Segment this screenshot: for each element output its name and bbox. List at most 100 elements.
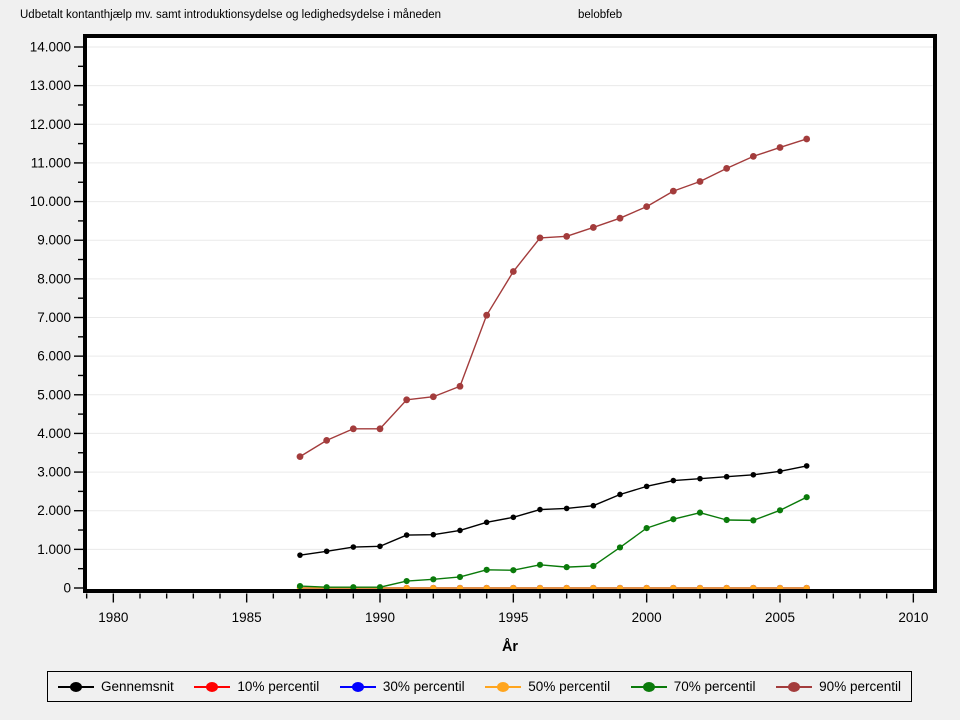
data-point-gennemsnit-1998 <box>590 502 597 509</box>
legend-label: 10% percentil <box>237 679 320 694</box>
legend-item-30-percentil: 30% percentil <box>339 679 465 694</box>
data-point-gennemsnit-2005 <box>777 468 783 475</box>
data-point-90-percentil-1994 <box>483 311 491 319</box>
data-point-70-percentil-1997 <box>563 564 570 571</box>
legend-label: Gennemsnit <box>101 679 174 694</box>
y-tick-label: 7.000 <box>37 310 71 325</box>
chart-subtitle: belobfeb <box>578 9 623 21</box>
data-point-70-percentil-1987 <box>296 582 304 590</box>
legend-item-70-percentil: 70% percentil <box>630 679 756 694</box>
data-point-gennemsnit-1994 <box>483 519 490 526</box>
data-point-90-percentil-1988 <box>323 436 331 444</box>
data-point-gennemsnit-1988 <box>323 548 330 555</box>
plot-frame <box>83 34 937 593</box>
data-point-90-percentil-1990 <box>376 425 384 433</box>
legend-marker-30-percentil <box>339 681 376 693</box>
y-tick-label: 11.000 <box>31 155 71 170</box>
legend-marker-70-percentil <box>630 681 667 693</box>
legend-marker-90-percentil <box>776 681 813 693</box>
x-tick-label: 2005 <box>765 610 795 625</box>
data-point-90-percentil-1995 <box>509 268 517 275</box>
legend-marker-50-percentil <box>485 681 522 693</box>
data-point-gennemsnit-1989 <box>350 544 357 550</box>
data-point-gennemsnit-1992 <box>430 531 437 538</box>
data-point-gennemsnit-2006 <box>803 463 810 469</box>
legend-item-gennemsnit: Gennemsnit <box>58 679 174 694</box>
data-point-90-percentil-1996 <box>536 234 544 242</box>
x-tick-label: 2000 <box>632 610 662 625</box>
data-point-70-percentil-2005 <box>776 507 784 514</box>
data-point-gennemsnit-1990 <box>377 543 383 550</box>
data-point-gennemsnit-1997 <box>563 505 570 512</box>
series-line <box>299 465 807 556</box>
y-tick-label: 14.000 <box>30 40 71 55</box>
data-point-gennemsnit-2000 <box>643 483 650 490</box>
legend-label: 90% percentil <box>819 679 901 694</box>
data-point-70-percentil-1996 <box>536 561 544 568</box>
data-point-70-percentil-2006 <box>803 494 810 501</box>
data-point-90-percentil-2006 <box>803 135 811 143</box>
data-point-gennemsnit-2004 <box>750 471 757 478</box>
data-point-90-percentil-1993 <box>456 382 464 390</box>
data-point-70-percentil-1993 <box>456 573 464 581</box>
data-point-70-percentil-1998 <box>590 562 597 570</box>
data-point-gennemsnit-2003 <box>723 473 730 480</box>
data-point-gennemsnit-1991 <box>403 532 410 538</box>
legend-marker-10-percentil <box>194 681 231 693</box>
data-point-gennemsnit-1999 <box>617 491 623 498</box>
data-point-70-percentil-1999 <box>616 544 624 551</box>
data-point-90-percentil-2005 <box>776 144 784 151</box>
y-tick-label: 4.000 <box>37 426 71 441</box>
legend-marker-gennemsnit <box>58 681 94 693</box>
data-point-90-percentil-2000 <box>643 203 651 210</box>
data-point-70-percentil-1991 <box>403 577 410 585</box>
series-gennemsnit <box>297 463 810 558</box>
data-point-70-percentil-1990 <box>376 584 384 591</box>
legend-item-50-percentil: 50% percentil <box>485 679 610 694</box>
legend-label: 70% percentil <box>673 679 756 694</box>
x-axis: 1980 1985 1990 1995 2000 2005 2010 <box>85 593 928 625</box>
data-point-70-percentil-1992 <box>430 576 437 583</box>
series-line <box>299 496 807 588</box>
data-point-90-percentil-1987 <box>296 453 304 461</box>
gridlines <box>87 46 933 550</box>
legend-label: 30% percentil <box>382 679 465 694</box>
data-point-90-percentil-1989 <box>349 425 357 433</box>
y-tick-label: 9.000 <box>37 233 71 248</box>
data-point-70-percentil-2000 <box>643 525 650 532</box>
legend-box: Gennemsnit 10% percentil 30% percentil 50% … <box>47 671 912 702</box>
x-axis-title: År <box>502 638 518 655</box>
y-tick-label: 1.000 <box>37 542 71 557</box>
plot-area <box>85 36 935 591</box>
data-point-90-percentil-1998 <box>589 224 597 231</box>
data-point-90-percentil-1992 <box>429 393 437 401</box>
legend-item-90-percentil: 90% percentil <box>776 679 901 694</box>
series-line <box>299 138 807 458</box>
chart-title: Udbetalt kontanthjælp mv. samt introdukt… <box>20 9 442 21</box>
chart-canvas: 0 1.000 2.000 3.000 4.000 5.000 6.000 7.000 8.00… <box>30 34 937 655</box>
data-point-gennemsnit-1987 <box>297 552 303 558</box>
data-point-70-percentil-1989 <box>350 584 357 591</box>
data-point-gennemsnit-1993 <box>457 527 463 534</box>
data-point-90-percentil-1997 <box>563 232 571 240</box>
legend-label: 50% percentil <box>528 679 611 694</box>
y-tick-label: 5.000 <box>37 387 71 402</box>
legend-item-10-percentil: 10% percentil <box>194 679 319 694</box>
series-70-percentil <box>296 494 810 591</box>
x-tick-label: 1990 <box>365 610 395 625</box>
y-tick-label: 10.000 <box>30 194 71 209</box>
x-tick-label: 1985 <box>232 610 262 625</box>
data-point-gennemsnit-1996 <box>537 506 543 513</box>
data-point-gennemsnit-2002 <box>697 475 703 482</box>
y-tick-label: 2.000 <box>37 503 71 518</box>
data-point-90-percentil-1999 <box>616 214 624 222</box>
data-point-gennemsnit-1995 <box>510 514 517 521</box>
y-tick-label: 6.000 <box>37 349 71 364</box>
y-tick-label: 12.000 <box>30 117 71 132</box>
data-point-70-percentil-1995 <box>510 567 517 574</box>
series-90-percentil <box>296 135 811 461</box>
x-tick-label: 1995 <box>498 610 528 625</box>
data-point-70-percentil-2002 <box>696 509 704 516</box>
y-tick-label: 8.000 <box>37 271 71 286</box>
y-tick-label: 3.000 <box>37 465 71 480</box>
